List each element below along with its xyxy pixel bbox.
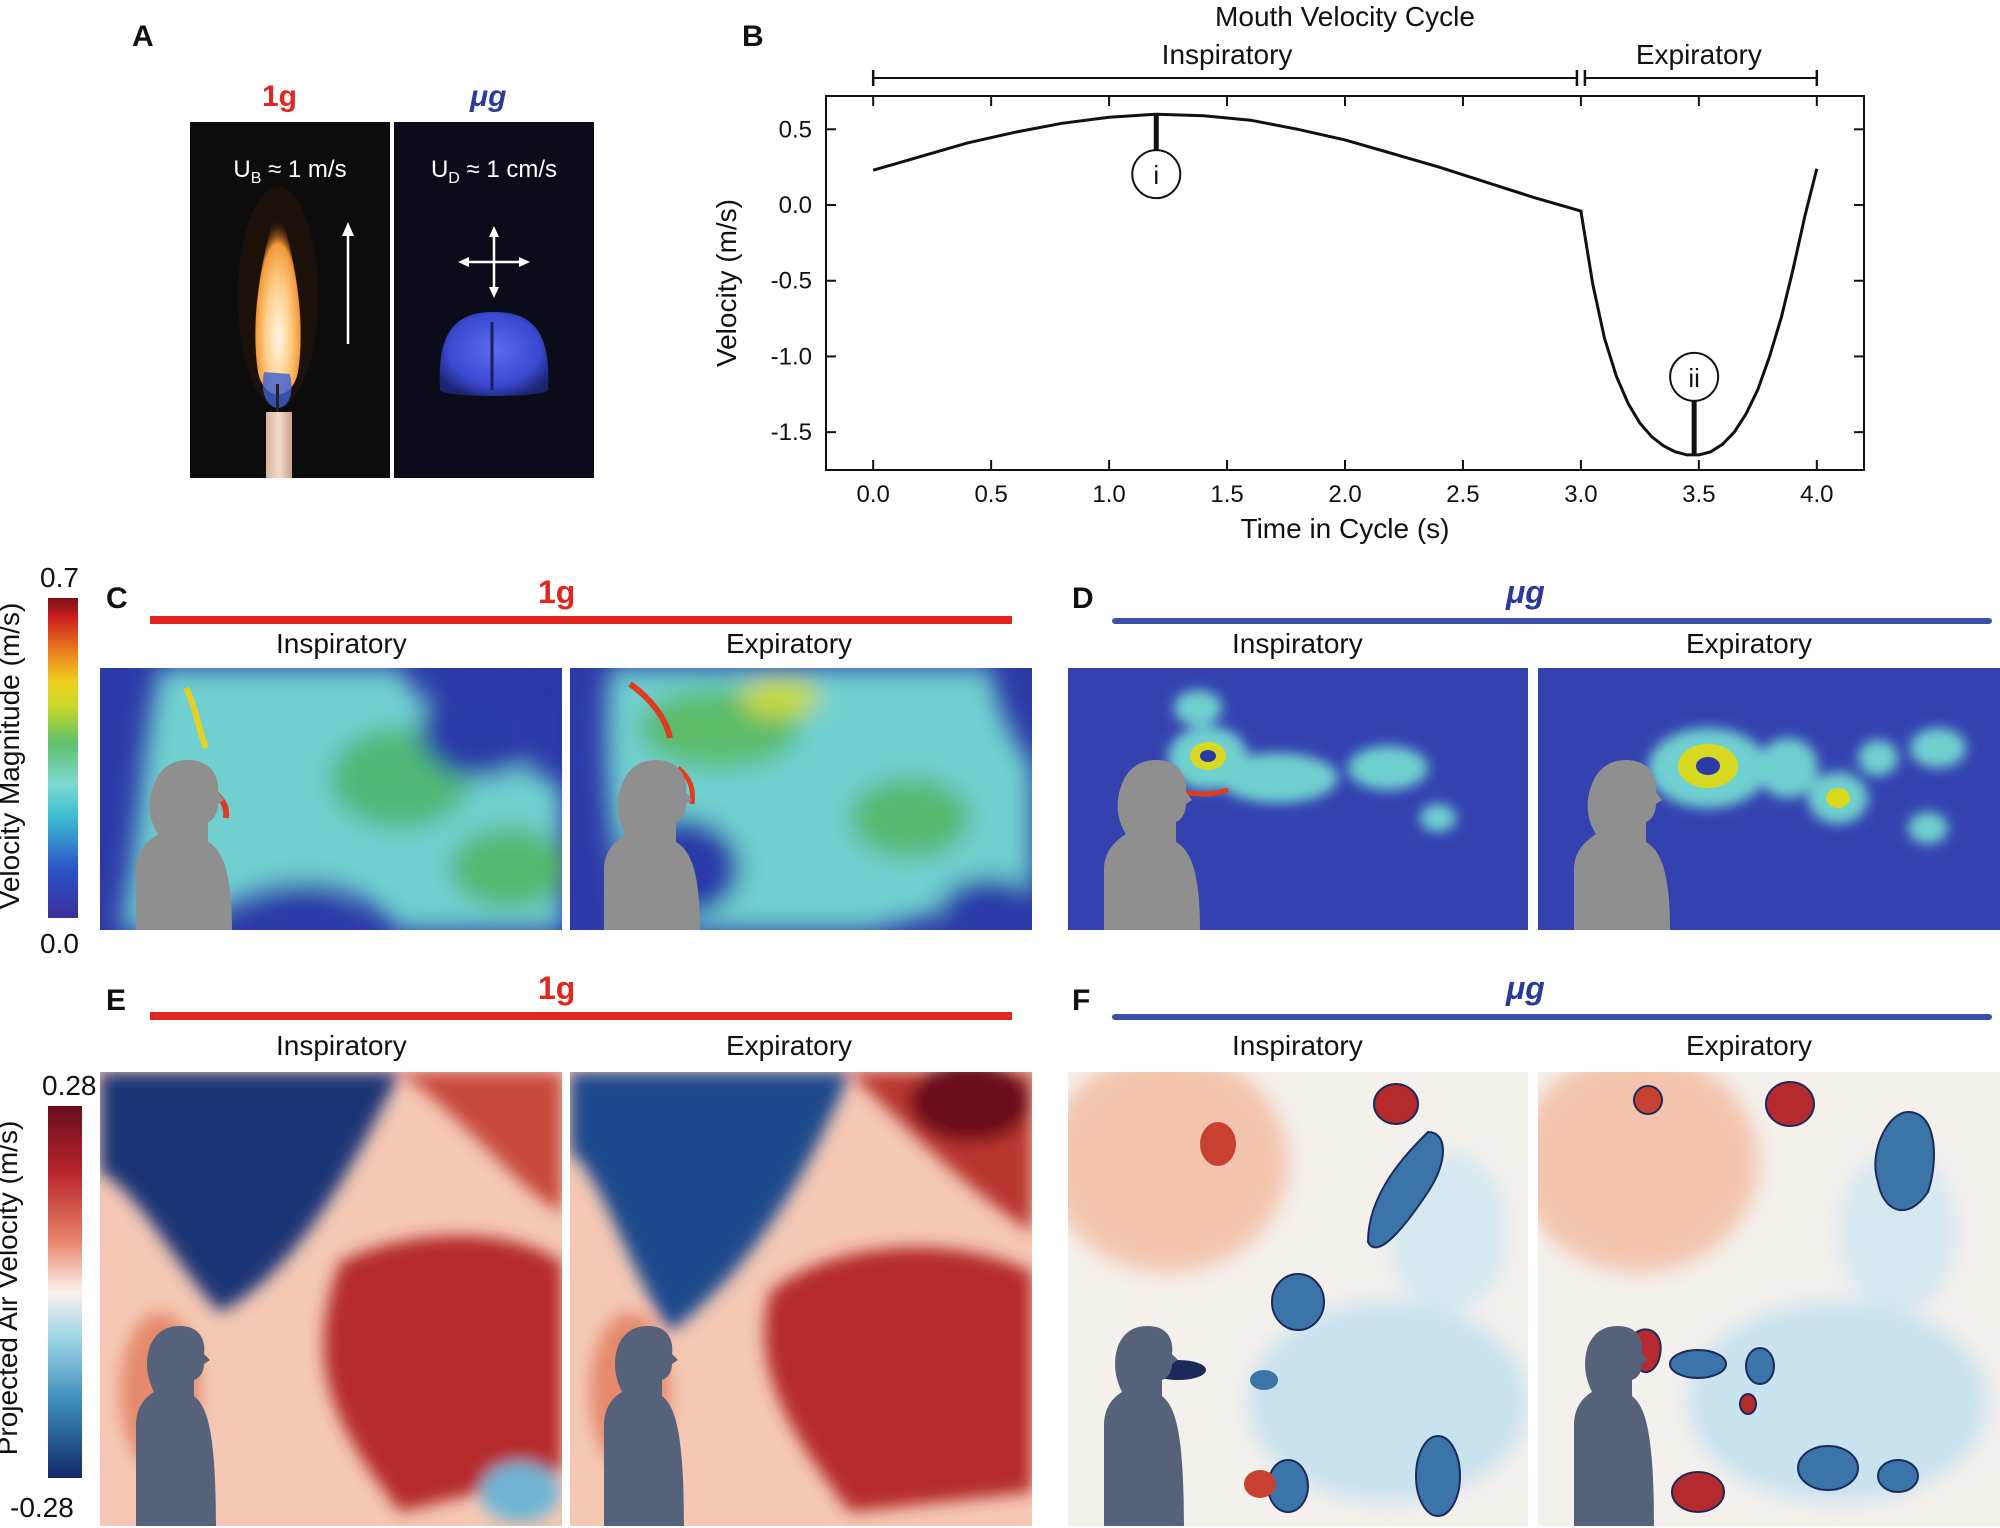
panel-e-condition: 1g xyxy=(538,970,576,1006)
x-tick-label: 1.0 xyxy=(1092,481,1125,508)
panel-d-condition-bar xyxy=(1112,618,1992,624)
panel-a-1g-label: 1g xyxy=(262,80,298,113)
panel-c-expiratory-label: Expiratory xyxy=(726,628,853,659)
y-axis-label: Velocity (m/s) xyxy=(711,199,742,367)
x-tick-label: 2.0 xyxy=(1328,481,1361,508)
colorbar-top-min: 0.0 xyxy=(40,928,79,959)
panel-f-expiratory-label: Expiratory xyxy=(1686,1030,1813,1061)
plot-frame xyxy=(825,95,1865,471)
panel-f-letter: F xyxy=(1072,984,1091,1017)
panel-c-inspiratory-flowfield xyxy=(100,668,562,930)
diffusive-velocity-value: ≈ 1 cm/s xyxy=(459,156,558,183)
panel-d-condition: μg xyxy=(1506,574,1545,610)
panel-c-condition-bar xyxy=(150,616,1012,624)
x-tick-label: 3.0 xyxy=(1564,481,1597,508)
chart-title: Mouth Velocity Cycle xyxy=(1215,1,1475,32)
x-tick-label: 1.5 xyxy=(1210,481,1243,508)
panel-f-condition: μg xyxy=(1506,970,1545,1006)
panel-f-condition-bar xyxy=(1112,1014,1992,1020)
velocity-magnitude-colorbar xyxy=(48,598,78,918)
human-silhouette-icon xyxy=(1104,760,1200,930)
panel-f-inspiratory-label: Inspiratory xyxy=(1232,1030,1363,1061)
projected-velocity-colorbar xyxy=(48,1106,82,1478)
marker-label: ii xyxy=(1688,363,1700,393)
buoyant-velocity-value: ≈ 1 m/s xyxy=(261,156,347,183)
panel-e-inspiratory-label: Inspiratory xyxy=(276,1030,407,1061)
human-silhouette-icon xyxy=(1574,760,1670,930)
diffusive-velocity-symbol: U xyxy=(430,156,449,183)
candle-flame-ug-graphic xyxy=(394,122,594,478)
colorbar-top-label: Velocity Magnitude (m/s) xyxy=(0,602,25,910)
panel-e-condition-bar xyxy=(150,1012,1012,1020)
x-axis-label: Time in Cycle (s) xyxy=(1241,513,1450,544)
human-silhouette-icon xyxy=(1104,1326,1184,1526)
panel-e-letter: E xyxy=(106,984,127,1017)
x-tick-label: 3.5 xyxy=(1682,481,1715,508)
x-tick-label: 0.0 xyxy=(856,481,889,508)
colorbar-top-max: 0.7 xyxy=(40,562,79,593)
velocity-series-line xyxy=(872,112,1819,457)
y-tick-label: -0.5 xyxy=(771,268,812,295)
x-tick-label: 0.5 xyxy=(974,481,1007,508)
y-tick-label: -1.0 xyxy=(771,343,812,370)
panel-c-letter: C xyxy=(106,582,128,615)
colorbar-bottom-max: 0.28 xyxy=(42,1070,97,1101)
candle-flame-1g-image: UB ≈ 1 m/s xyxy=(190,122,390,478)
candle-flame-ug-image: UD ≈ 1 cm/s xyxy=(394,122,594,478)
x-tick-label: 4.0 xyxy=(1800,481,1833,508)
diffusive-velocity-label: UD ≈ 1 cm/s xyxy=(394,156,594,188)
marker-label: i xyxy=(1153,160,1159,190)
mouth-velocity-chart: Mouth Velocity Cycle Inspiratory Expirator… xyxy=(711,1,1865,544)
human-silhouette-icon xyxy=(1574,1326,1654,1526)
y-tick-label: 0.5 xyxy=(779,116,812,143)
panel-c-inspiratory-label: Inspiratory xyxy=(276,628,407,659)
panel-f-expiratory-field xyxy=(1538,1072,2000,1526)
marker-circle xyxy=(1131,149,1182,200)
panel-e-expiratory-label: Expiratory xyxy=(726,1030,853,1061)
human-silhouette-icon xyxy=(604,760,700,930)
panel-a-letter: A xyxy=(132,20,154,53)
human-silhouette-icon xyxy=(136,760,232,930)
y-tick-label: 0.0 xyxy=(779,192,812,219)
buoyant-velocity-symbol: U xyxy=(233,156,251,183)
panel-a-ug-label: μg xyxy=(470,80,507,113)
expiratory-phase-label: Expiratory xyxy=(1636,39,1762,70)
panel-d-expiratory-label: Expiratory xyxy=(1686,628,1813,659)
panel-d-inspiratory-label: Inspiratory xyxy=(1232,628,1363,659)
buoyant-velocity-label: UB ≈ 1 m/s xyxy=(190,156,390,188)
x-tick-label: 2.5 xyxy=(1446,481,1479,508)
diffusive-velocity-subscript: D xyxy=(448,169,460,187)
human-silhouette-icon xyxy=(136,1326,216,1526)
candle-flame-1g-graphic xyxy=(190,122,390,478)
marker-circle xyxy=(1669,351,1720,402)
panel-b-letter: B xyxy=(742,20,764,53)
colorbar-bottom-label: Projected Air Velocity (m/s) xyxy=(0,1120,23,1456)
y-tick-label: -1.5 xyxy=(771,419,812,446)
panel-d-letter: D xyxy=(1072,582,1094,615)
inspiratory-phase-label: Inspiratory xyxy=(1162,39,1293,70)
buoyant-velocity-subscript: B xyxy=(250,169,262,187)
human-silhouette-icon xyxy=(604,1326,684,1526)
panel-c-condition: 1g xyxy=(538,574,576,610)
colorbar-bottom-min: -0.28 xyxy=(10,1492,74,1523)
